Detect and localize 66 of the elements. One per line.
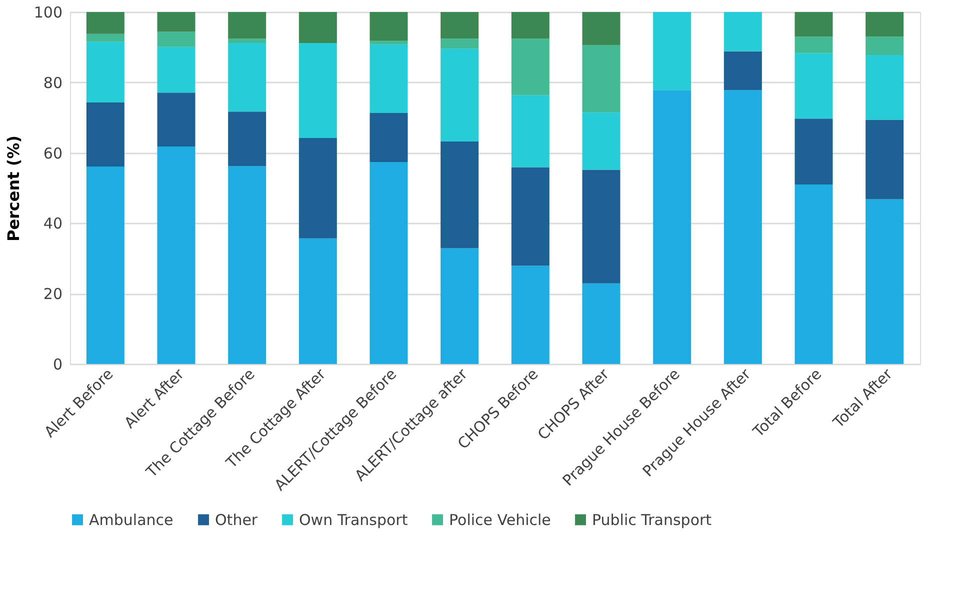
- bar: [794, 36, 833, 54]
- bar: [582, 112, 620, 170]
- bar: [582, 170, 620, 284]
- bar: [370, 162, 408, 364]
- bar: [228, 42, 266, 112]
- legend-label: Other: [215, 510, 258, 529]
- bar: [370, 113, 408, 162]
- bar: [86, 34, 124, 42]
- bar: [298, 42, 337, 138]
- y-tick-label: 80: [43, 74, 62, 92]
- legend-label: Police Vehicle: [449, 510, 551, 529]
- bar: [440, 142, 479, 248]
- bar: [724, 90, 762, 364]
- bar: [86, 42, 124, 102]
- bar: [724, 51, 762, 90]
- bar: [866, 12, 904, 37]
- bar: [794, 53, 833, 119]
- y-tick-label: 100: [34, 4, 62, 22]
- bar: [298, 12, 337, 43]
- bar: [866, 120, 904, 200]
- bar: [228, 12, 266, 39]
- legend-label: Public Transport: [592, 510, 712, 529]
- bar: [228, 166, 266, 364]
- y-tick-label: 60: [43, 144, 62, 162]
- bar: [86, 166, 124, 364]
- bar: [440, 48, 479, 142]
- bar: [582, 283, 620, 364]
- bar: [157, 12, 196, 32]
- bar: [653, 12, 692, 90]
- bar: [298, 138, 337, 238]
- bar: [866, 54, 904, 120]
- bar: [370, 12, 408, 41]
- bar: [866, 199, 904, 364]
- bar: [157, 146, 196, 364]
- y-axis-title: Percent (%): [4, 135, 23, 242]
- bar: [866, 36, 904, 55]
- bar: [440, 38, 479, 49]
- bar: [511, 167, 550, 266]
- bar: [794, 12, 833, 37]
- y-tick-label: 40: [43, 214, 62, 233]
- bar: [86, 12, 124, 34]
- bar: [511, 38, 550, 96]
- bar: [653, 90, 692, 364]
- bar: [86, 102, 124, 167]
- bar: [157, 32, 196, 47]
- bar: [228, 112, 266, 166]
- legend-label: Ambulance: [89, 510, 174, 529]
- y-tick-label: 20: [43, 285, 62, 304]
- y-tick-label: 0: [52, 356, 62, 374]
- bar: [370, 44, 408, 114]
- bar: [794, 184, 833, 364]
- bar: [724, 12, 762, 52]
- bar: [440, 248, 479, 364]
- bar: [370, 40, 408, 44]
- bar: [228, 38, 266, 43]
- bar: [511, 95, 550, 168]
- bar: [440, 12, 479, 39]
- bar: [298, 238, 337, 364]
- bar: [157, 92, 196, 146]
- bar: [511, 266, 550, 364]
- bar: [157, 46, 196, 93]
- bar: [511, 12, 550, 39]
- bar: [582, 45, 620, 112]
- legend-label: Own Transport: [299, 510, 408, 529]
- bar: [582, 12, 620, 46]
- bar: [794, 118, 833, 184]
